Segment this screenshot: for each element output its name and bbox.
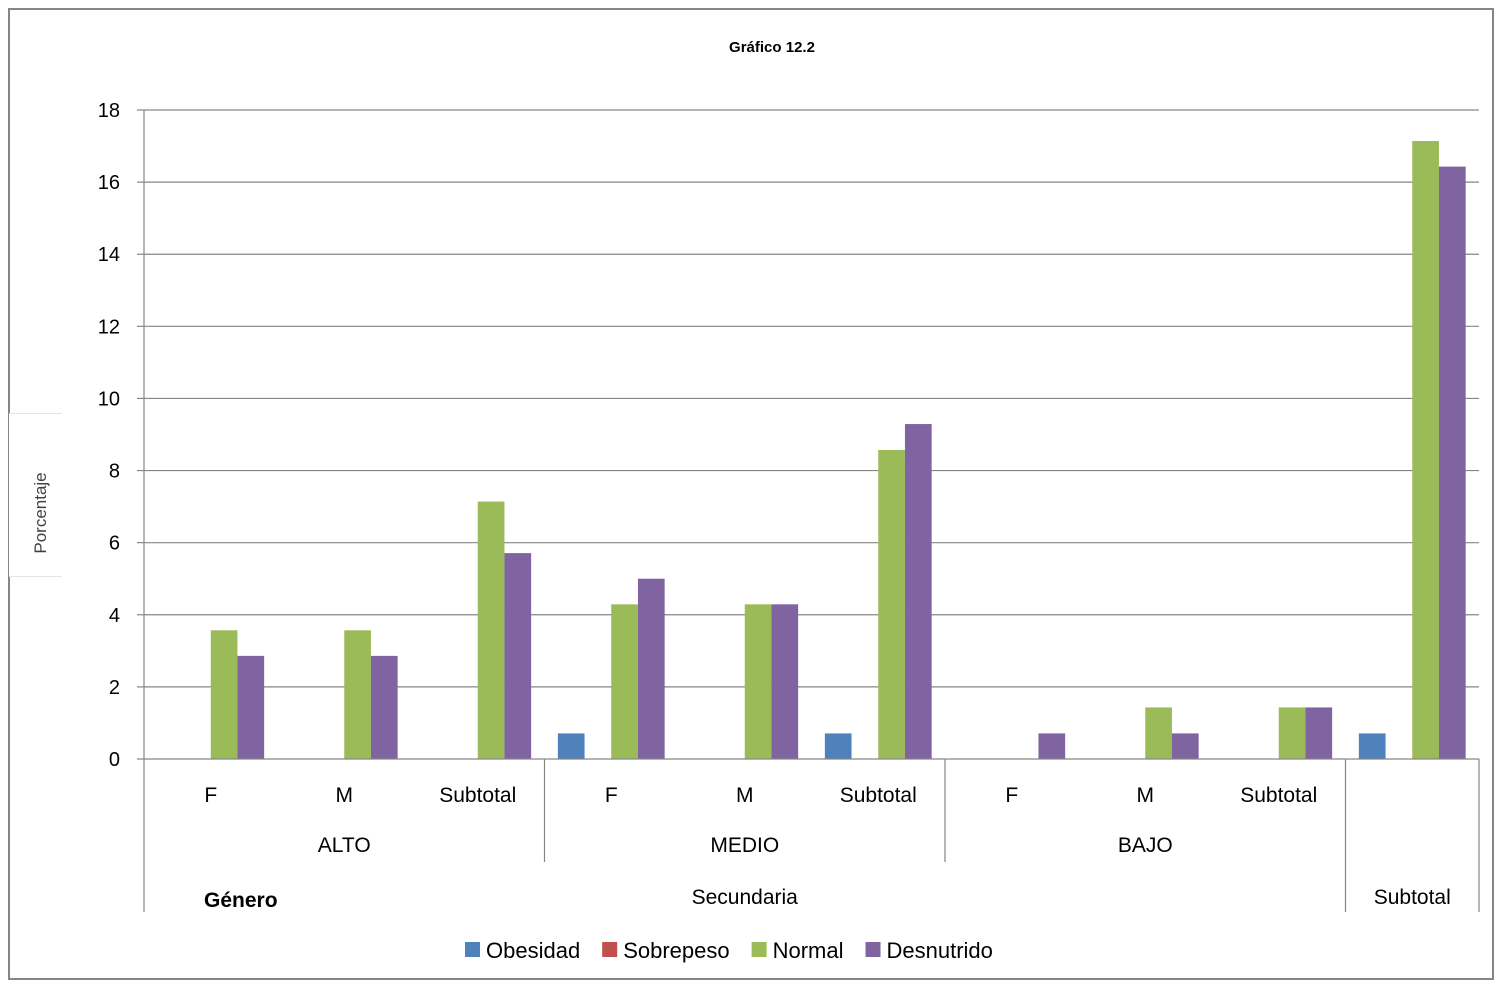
- x-group-label: BAJO: [1118, 834, 1173, 857]
- bar: [477, 501, 505, 759]
- y-axis-label: Porcentaje: [31, 472, 50, 553]
- axes: 0 2 4 6 8 10 12 14 16 18: [98, 100, 1480, 912]
- bar: [237, 655, 265, 759]
- legend-label: Obesidad: [486, 938, 580, 963]
- y-tick-label: 8: [109, 461, 120, 483]
- x-category-label: Subtotal: [439, 784, 516, 807]
- bar: [904, 424, 932, 759]
- bar: [1438, 166, 1466, 759]
- bar: [1171, 733, 1199, 759]
- x-axis-labels: F M Subtotal F M Subtotal F M Subtotal ALTO MEDIO B…: [204, 784, 1450, 909]
- row-header-genero: Género: [204, 889, 278, 912]
- y-tick-label: 16: [98, 172, 120, 194]
- x-group-label: MEDIO: [710, 834, 779, 857]
- x-supergroup-label: Subtotal: [1374, 886, 1451, 909]
- y-tick-label: 4: [109, 605, 120, 627]
- bar: [1145, 707, 1172, 759]
- x-category-label: M: [336, 784, 354, 807]
- legend-label: Sobrepeso: [623, 938, 729, 963]
- x-category-label: Subtotal: [1240, 784, 1317, 807]
- legend-swatch: [465, 942, 480, 957]
- y-tick-label: 0: [109, 749, 120, 771]
- bar: [504, 553, 532, 759]
- bar: [611, 604, 638, 759]
- y-tick-label: 12: [98, 316, 120, 338]
- bar: [1358, 733, 1386, 759]
- y-axis-label-box: [9, 413, 62, 577]
- bar: [771, 604, 799, 759]
- y-tick-label: 14: [98, 244, 120, 266]
- legend-label: Normal: [773, 938, 844, 963]
- bar: [1412, 141, 1439, 759]
- x-category-label: F: [1005, 784, 1018, 807]
- x-category-label: Subtotal: [840, 784, 917, 807]
- x-category-label: F: [605, 784, 618, 807]
- legend-swatch: [751, 942, 767, 957]
- chart-frame: [8, 8, 1494, 980]
- y-tick-label: 18: [98, 100, 120, 122]
- legend-label: Desnutrido: [887, 938, 993, 963]
- bar: [824, 733, 852, 759]
- y-tick-label: 10: [98, 388, 120, 410]
- bar: [1038, 733, 1066, 759]
- gridlines: [144, 109, 1479, 688]
- x-category-label: M: [1137, 784, 1155, 807]
- legend: Obesidad Sobrepeso Normal Desnutrido: [465, 938, 993, 963]
- x-group-label: ALTO: [318, 834, 371, 857]
- x-supergroup-label: Secundaria: [692, 886, 799, 909]
- bar: [878, 450, 905, 759]
- y-tick-label: 2: [109, 677, 120, 699]
- y-tick-label: 6: [109, 533, 120, 555]
- bar: [637, 578, 665, 759]
- bar: [344, 630, 371, 759]
- bar: [1305, 707, 1333, 759]
- bar: [210, 630, 238, 759]
- bar: [1278, 707, 1306, 759]
- bar: [557, 733, 585, 759]
- legend-swatch: [602, 942, 618, 957]
- x-category-label: F: [204, 784, 217, 807]
- bar: [744, 604, 772, 759]
- legend-swatch: [865, 942, 881, 957]
- bar: [370, 655, 398, 759]
- bars: [210, 141, 1466, 759]
- x-category-label: M: [736, 784, 754, 807]
- chart-title: Gráfico 12.2: [729, 39, 815, 56]
